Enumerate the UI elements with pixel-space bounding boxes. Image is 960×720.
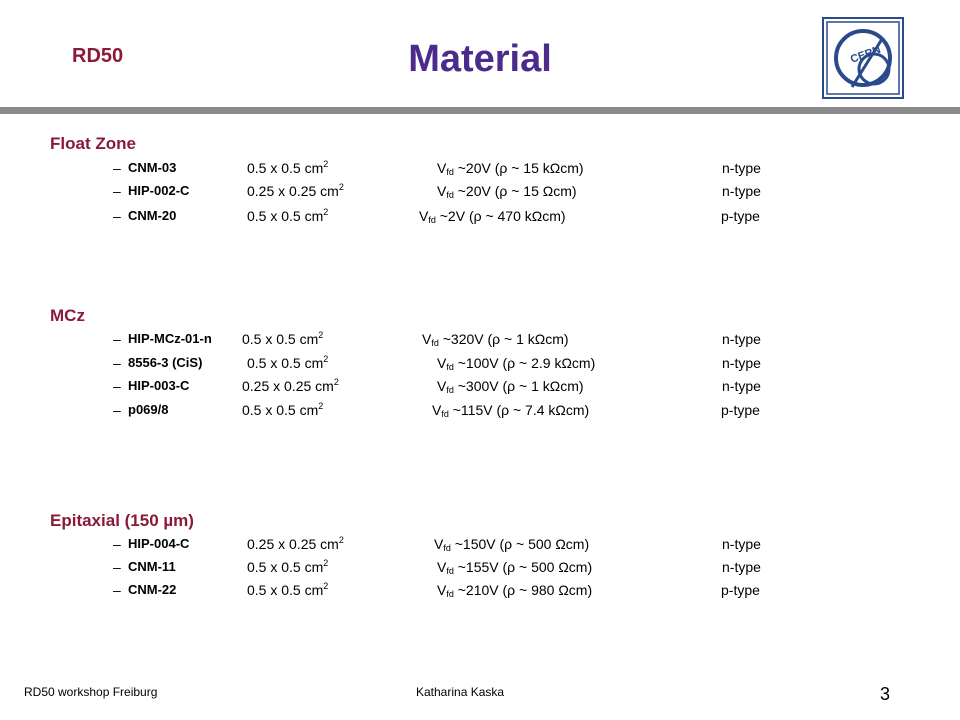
header-rule: [0, 107, 960, 114]
sample-vfd: Vfd ~300V (ρ ~ 1 kΩcm): [437, 378, 584, 395]
bullet-dash: –: [113, 208, 121, 224]
sample-name: 8556-3 (CiS): [128, 355, 203, 370]
table-row: – p069/8 0.5 x 0.5 cm2 Vfd ~115V (ρ ~ 7.…: [0, 402, 960, 422]
table-row: – CNM-22 0.5 x 0.5 cm2 Vfd ~210V (ρ ~ 98…: [0, 582, 960, 602]
sample-name: CNM-22: [128, 582, 177, 597]
sample-name: CNM-03: [128, 160, 177, 175]
sample-vfd: Vfd ~100V (ρ ~ 2.9 kΩcm): [437, 355, 596, 372]
sample-type: p-type: [721, 208, 760, 224]
sample-type: p-type: [721, 402, 760, 418]
sample-size: 0.5 x 0.5 cm2: [242, 401, 324, 419]
section-heading-mcz: MCz: [50, 306, 85, 325]
sample-name: HIP-004-C: [128, 536, 190, 551]
sample-vfd: Vfd ~155V (ρ ~ 500 Ωcm): [437, 559, 593, 576]
bullet-dash: –: [113, 160, 121, 176]
sample-name: HIP-003-C: [128, 378, 190, 393]
sample-name: CNM-20: [128, 208, 177, 223]
sample-size: 0.5 x 0.5 cm2: [247, 581, 329, 599]
sample-size: 0.25 x 0.25 cm2: [247, 182, 344, 200]
bullet-dash: –: [113, 582, 121, 598]
sample-size: 0.5 x 0.5 cm2: [242, 330, 324, 348]
page-number: 3: [880, 684, 891, 704]
sample-vfd: Vfd ~2V (ρ ~ 470 kΩcm): [419, 208, 566, 225]
sample-size: 0.5 x 0.5 cm2: [247, 207, 329, 225]
table-row: – HIP-004-C 0.25 x 0.25 cm2 Vfd ~150V (ρ…: [0, 536, 960, 556]
slide-title: Material: [408, 38, 552, 80]
sample-vfd: Vfd ~20V (ρ ~ 15 Ωcm): [437, 183, 577, 200]
rd50-tag: RD50: [72, 45, 124, 67]
sample-type: n-type: [722, 183, 761, 199]
bullet-dash: –: [113, 402, 121, 418]
sample-type: n-type: [722, 378, 761, 394]
sample-size: 0.25 x 0.25 cm2: [247, 535, 344, 553]
table-row: – CNM-03 0.5 x 0.5 cm2 Vfd ~20V (ρ ~ 15 …: [0, 160, 960, 180]
sample-name: CNM-11: [128, 559, 176, 574]
cern-logo: CERN: [822, 17, 904, 99]
table-row: – HIP-003-C 0.25 x 0.25 cm2 Vfd ~300V (ρ…: [0, 378, 960, 398]
bullet-dash: –: [113, 378, 121, 394]
footer-author: Katharina Kaska: [416, 685, 505, 699]
sample-vfd: Vfd ~210V (ρ ~ 980 Ωcm): [437, 582, 593, 599]
sample-vfd: Vfd ~20V (ρ ~ 15 kΩcm): [437, 160, 584, 177]
sample-type: n-type: [722, 559, 761, 575]
table-row: – CNM-11 0.5 x 0.5 cm2 Vfd ~155V (ρ ~ 50…: [0, 559, 960, 579]
sample-type: p-type: [721, 582, 760, 598]
sample-vfd: Vfd ~115V (ρ ~ 7.4 kΩcm): [432, 402, 590, 419]
sample-size: 0.5 x 0.5 cm2: [247, 558, 329, 576]
table-row: – 8556-3 (CiS) 0.5 x 0.5 cm2 Vfd ~100V (…: [0, 355, 960, 375]
sample-name: HIP-MCz-01-n: [128, 331, 212, 346]
bullet-dash: –: [113, 355, 121, 371]
sample-vfd: Vfd ~320V (ρ ~ 1 kΩcm): [422, 331, 569, 348]
sample-type: n-type: [722, 160, 761, 176]
table-row: – HIP-002-C 0.25 x 0.25 cm2 Vfd ~20V (ρ …: [0, 183, 960, 203]
section-heading-float-zone: Float Zone: [50, 134, 136, 153]
table-row: – CNM-20 0.5 x 0.5 cm2 Vfd ~2V (ρ ~ 470 …: [0, 208, 960, 228]
sample-name: HIP-002-C: [128, 183, 190, 198]
sample-size: 0.25 x 0.25 cm2: [242, 377, 339, 395]
sample-size: 0.5 x 0.5 cm2: [247, 354, 329, 372]
bullet-dash: –: [113, 331, 121, 347]
footer-event: RD50 workshop Freiburg: [24, 685, 158, 699]
sample-name: p069/8: [128, 402, 169, 417]
sample-type: n-type: [722, 536, 761, 552]
sample-type: n-type: [722, 331, 761, 347]
sample-vfd: Vfd ~150V (ρ ~ 500 Ωcm): [434, 536, 590, 553]
table-row: – HIP-MCz-01-n 0.5 x 0.5 cm2 Vfd ~320V (…: [0, 331, 960, 351]
bullet-dash: –: [113, 559, 121, 575]
sample-size: 0.5 x 0.5 cm2: [247, 159, 329, 177]
bullet-dash: –: [113, 183, 121, 199]
section-heading-epitaxial: Epitaxial (150 µm): [50, 511, 194, 530]
bullet-dash: –: [113, 536, 121, 552]
sample-type: n-type: [722, 355, 761, 371]
